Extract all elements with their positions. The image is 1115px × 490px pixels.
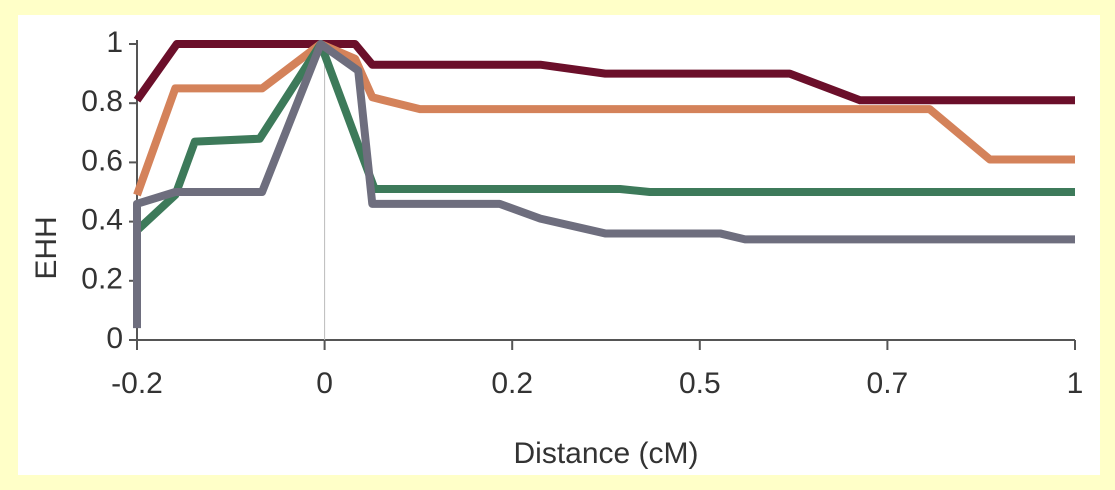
x-tick-label: 0 bbox=[316, 367, 333, 400]
series-line bbox=[133, 40, 1075, 105]
y-tick-label: 0.2 bbox=[81, 263, 123, 296]
x-tick-label: 0.2 bbox=[491, 367, 533, 400]
y-tick-label: 0 bbox=[106, 322, 123, 355]
x-axis-label: Distance (cM) bbox=[513, 437, 698, 470]
x-tick-label: -0.2 bbox=[111, 367, 163, 400]
y-tick-label: 1 bbox=[106, 26, 123, 59]
x-tick-label: 0.5 bbox=[679, 367, 721, 400]
y-tick-label: 0.6 bbox=[81, 144, 123, 177]
x-tick-label: 1 bbox=[1067, 367, 1084, 400]
y-axis-label: EHH bbox=[30, 216, 63, 279]
plot-background bbox=[18, 15, 1100, 475]
series-line bbox=[133, 40, 1075, 329]
x-tick-label: 0.7 bbox=[867, 367, 909, 400]
y-tick-label: 0.8 bbox=[81, 85, 123, 118]
y-tick-label: 0.4 bbox=[81, 204, 123, 237]
series-line bbox=[133, 40, 1075, 197]
